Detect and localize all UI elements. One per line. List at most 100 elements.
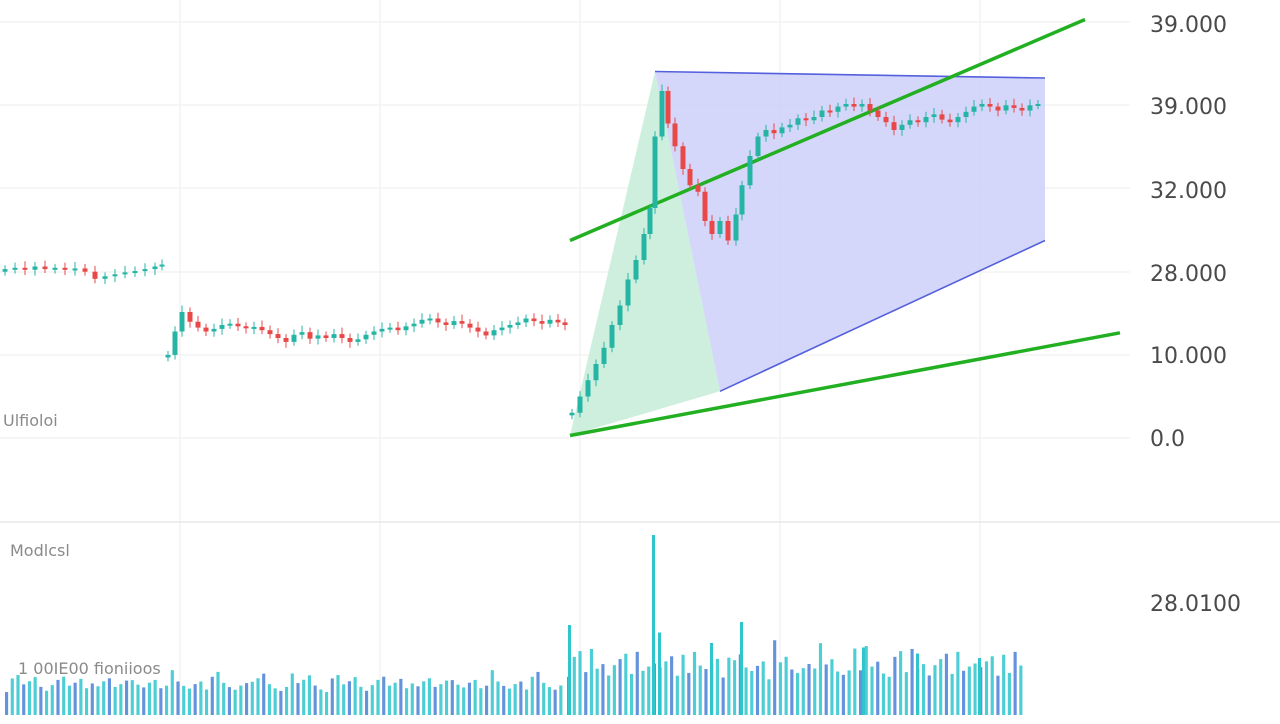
volume-spike-bar: [916, 653, 919, 715]
candle-body: [1027, 105, 1033, 111]
volume-bar: [10, 678, 14, 715]
volume-bar: [755, 665, 760, 715]
candle-body: [219, 325, 225, 329]
volume-pane-label: Modlcsl: [10, 541, 70, 560]
candle-body: [275, 334, 281, 338]
volume-bar: [996, 675, 1000, 715]
volume-bottom-label: 1 00IE00 fioniioos: [18, 659, 161, 678]
volume-bar: [519, 681, 523, 715]
volume-axis[interactable]: 28.0100: [1150, 592, 1241, 617]
candle-body: [459, 321, 465, 324]
volume-bar: [239, 685, 243, 715]
candle-body: [331, 334, 337, 338]
candle-body: [243, 326, 249, 329]
volume-bar: [187, 688, 191, 715]
volume-bar: [973, 663, 977, 715]
candle-body: [652, 136, 658, 208]
candle-body: [609, 325, 615, 348]
candle-body: [899, 124, 905, 130]
candle-body: [843, 104, 849, 107]
volume-bar: [733, 660, 737, 715]
candle-body: [835, 106, 841, 112]
volume-bar: [647, 666, 651, 715]
volume-spike-bar: [710, 643, 713, 715]
candle-body: [411, 323, 417, 327]
volume-bar: [830, 659, 834, 715]
volume-bar: [113, 686, 117, 715]
volume-bar: [79, 678, 83, 715]
candle-body: [971, 106, 977, 112]
candle-body: [235, 323, 241, 327]
volume-bar: [990, 656, 994, 715]
candlestick-series: [2, 84, 1041, 420]
volume-bar: [313, 685, 317, 715]
candle-body: [725, 221, 731, 241]
candle-body: [883, 117, 889, 123]
candle-body: [569, 412, 575, 416]
candle-body: [315, 335, 321, 339]
volume-bar: [39, 686, 43, 715]
volume-bar: [125, 680, 129, 715]
volume-spike-bar: [740, 622, 743, 715]
volume-bar: [547, 687, 551, 715]
volume-bar: [836, 671, 840, 715]
candle-body: [435, 318, 441, 323]
volume-bar: [1007, 672, 1011, 715]
volume-bar: [330, 678, 334, 715]
volume-bar: [813, 668, 817, 715]
volume-bar: [921, 664, 926, 715]
candle-body: [355, 339, 361, 342]
volume-bar: [933, 665, 937, 715]
price-axis[interactable]: 39.000 39.000 32.000 28.000 10.000 0.0: [1150, 13, 1227, 452]
volume-bar: [681, 654, 685, 715]
volume-bar: [336, 675, 340, 715]
volume-bar: [462, 687, 466, 715]
volume-bar: [176, 681, 180, 715]
price-tick-label: 39.000: [1150, 13, 1227, 38]
volume-bar: [584, 672, 588, 715]
candle-body: [211, 328, 217, 332]
candle-body: [665, 91, 671, 124]
volume-bar: [16, 675, 20, 715]
volume-bar: [473, 679, 477, 715]
volume-bar: [410, 683, 414, 715]
volume-bar: [210, 676, 214, 715]
volume-bar: [847, 670, 851, 715]
volume-bar: [365, 690, 369, 715]
candle-body: [593, 364, 599, 381]
volume-bar: [962, 670, 966, 715]
volume-bar: [485, 685, 489, 715]
candle-body: [659, 91, 665, 137]
candle-body: [687, 169, 693, 186]
volume-bar: [382, 676, 386, 715]
candle-body: [819, 110, 825, 117]
volume-spike-bar: [652, 535, 655, 715]
candle-body: [259, 326, 265, 331]
candle-body: [12, 267, 18, 270]
volume-bar: [456, 684, 460, 715]
volume-bar: [376, 679, 380, 715]
candle-body: [625, 279, 631, 306]
volume-bar: [450, 680, 454, 715]
volume-bar: [216, 671, 220, 715]
volume-bar: [22, 684, 26, 715]
candle-body: [307, 332, 313, 339]
volume-bar: [939, 659, 943, 715]
candle-body: [363, 334, 369, 340]
candle-body: [195, 321, 201, 328]
candle-body: [142, 269, 148, 272]
candle-body: [339, 334, 345, 338]
candle-body: [947, 119, 953, 123]
volume-tick-label: 28.0100: [1150, 592, 1241, 617]
volume-bar: [267, 684, 271, 715]
volume-bar: [927, 675, 931, 715]
candle-body: [515, 322, 521, 325]
candle-body: [395, 327, 401, 331]
candle-body: [323, 335, 329, 338]
volume-bar: [273, 688, 277, 715]
price-tick-label: 28.000: [1150, 262, 1227, 287]
candle-body: [347, 338, 353, 342]
volume-bar: [887, 676, 891, 715]
